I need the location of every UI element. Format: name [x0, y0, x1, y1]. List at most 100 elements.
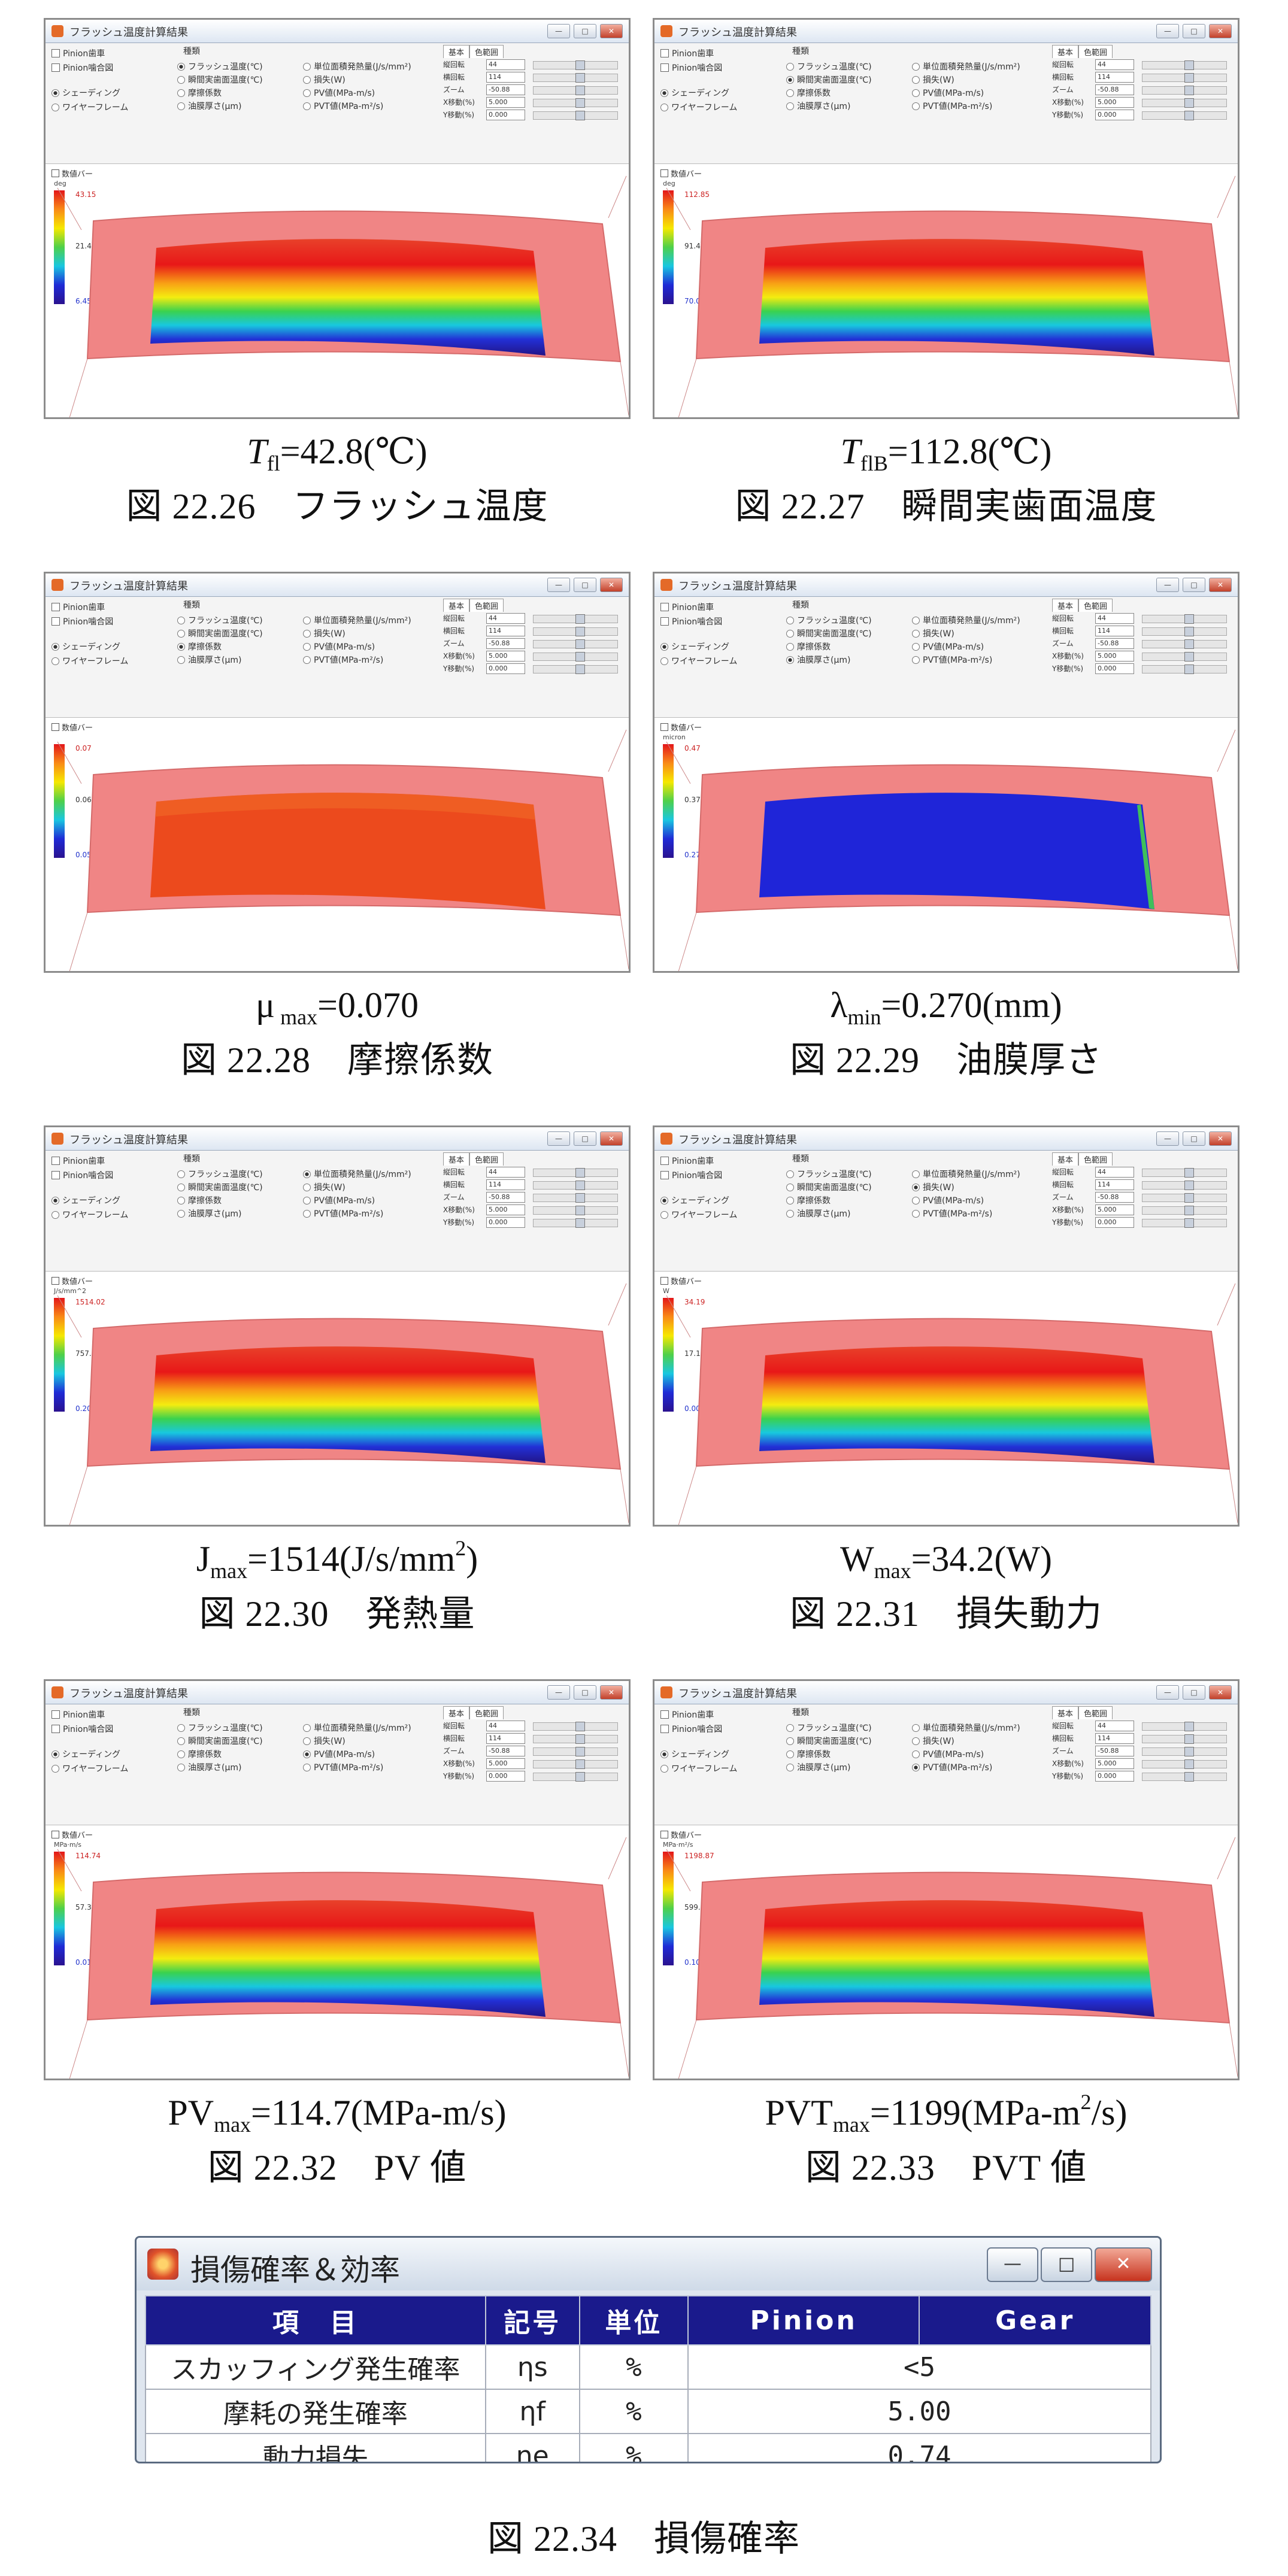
param-slider[interactable] [533, 1193, 618, 1203]
wireframe-radio[interactable]: ワイヤーフレーム [660, 1762, 737, 1774]
param-value-field[interactable]: 44 [486, 613, 525, 624]
shading-radio[interactable]: シェーディング [660, 87, 729, 99]
tab-basic[interactable]: 基本 [1052, 1152, 1079, 1166]
param-slider[interactable] [1142, 652, 1227, 662]
pinion-mesh-checkbox[interactable]: Pinion噛合図 [660, 1169, 722, 1181]
param-value-field[interactable]: 44 [1095, 1721, 1134, 1731]
type-option[interactable]: フラッシュ温度(℃) [786, 1168, 872, 1180]
pinion-gear-checkbox[interactable]: Pinion歯車 [51, 47, 105, 59]
type-option[interactable]: PVT値(MPa-m²/s) [303, 1207, 383, 1219]
type-option[interactable]: 損失(W) [912, 1181, 954, 1193]
pinion-gear-checkbox[interactable]: Pinion歯車 [51, 1709, 105, 1721]
minimize-button[interactable]: — [987, 2247, 1038, 2282]
param-slider[interactable] [533, 111, 618, 120]
pinion-mesh-checkbox[interactable]: Pinion噛合図 [660, 615, 722, 627]
shading-radio[interactable]: シェーディング [660, 1748, 729, 1760]
param-slider[interactable] [1142, 1759, 1227, 1769]
param-value-field[interactable]: 114 [486, 626, 525, 636]
minimize-button[interactable]: — [1156, 578, 1179, 592]
param-slider[interactable] [533, 1218, 618, 1228]
param-value-field[interactable]: 0.000 [1095, 1217, 1134, 1228]
type-option[interactable]: 摩擦係数 [786, 1194, 831, 1206]
type-option[interactable]: 瞬間実歯面温度(℃) [786, 627, 872, 639]
param-slider[interactable] [533, 614, 618, 624]
type-option[interactable]: 摩擦係数 [786, 1748, 831, 1760]
param-slider[interactable] [1142, 1193, 1227, 1203]
maximize-button[interactable]: □ [1041, 2247, 1092, 2282]
wireframe-radio[interactable]: ワイヤーフレーム [51, 655, 128, 667]
param-slider[interactable] [533, 1747, 618, 1756]
type-option[interactable]: 摩擦係数 [177, 87, 222, 99]
minimize-button[interactable]: — [547, 24, 570, 38]
param-slider[interactable] [1142, 614, 1227, 624]
type-option[interactable]: PVT値(MPa-m²/s) [912, 100, 992, 112]
param-slider[interactable] [533, 73, 618, 83]
type-option[interactable]: PV値(MPa-m/s) [303, 1748, 375, 1760]
type-option[interactable]: 瞬間実歯面温度(℃) [177, 1735, 263, 1747]
param-value-field[interactable]: -50.88 [1095, 84, 1134, 95]
param-slider[interactable] [1142, 1772, 1227, 1782]
param-slider[interactable] [533, 627, 618, 636]
param-slider[interactable] [1142, 1722, 1227, 1731]
param-slider[interactable] [1142, 1181, 1227, 1190]
type-option[interactable]: 損失(W) [303, 1735, 346, 1747]
param-value-field[interactable]: 44 [1095, 613, 1134, 624]
type-option[interactable]: PVT値(MPa-m²/s) [912, 1761, 992, 1773]
type-option[interactable]: 瞬間実歯面温度(℃) [786, 1181, 872, 1193]
type-option[interactable]: PV値(MPa-m/s) [912, 1748, 984, 1760]
type-option[interactable]: 単位面積発熱量(J/s/mm²) [303, 60, 411, 72]
type-option[interactable]: 瞬間実歯面温度(℃) [786, 1735, 872, 1747]
pinion-mesh-checkbox[interactable]: Pinion噛合図 [51, 1723, 113, 1735]
param-value-field[interactable]: -50.88 [486, 638, 525, 649]
param-slider[interactable] [533, 1168, 618, 1178]
param-slider[interactable] [533, 1181, 618, 1190]
type-option[interactable]: 単位面積発熱量(J/s/mm²) [912, 60, 1020, 72]
tab-color-range[interactable]: 色範囲 [469, 1706, 504, 1719]
param-value-field[interactable]: 0.000 [486, 110, 525, 120]
type-option[interactable]: 瞬間実歯面温度(℃) [177, 627, 263, 639]
param-value-field[interactable]: 44 [486, 1721, 525, 1731]
tab-color-range[interactable]: 色範囲 [469, 599, 504, 612]
maximize-button[interactable]: □ [1183, 578, 1205, 592]
colorbar-checkbox[interactable]: 数値バー [660, 1275, 702, 1287]
type-option[interactable]: PV値(MPa-m/s) [912, 641, 984, 653]
tab-basic[interactable]: 基本 [1052, 45, 1079, 58]
shading-radio[interactable]: シェーディング [660, 1194, 729, 1206]
type-option[interactable]: 油膜厚さ(μm) [786, 1207, 850, 1219]
tab-basic[interactable]: 基本 [443, 1706, 470, 1719]
type-option[interactable]: 損失(W) [912, 1735, 954, 1747]
type-option[interactable]: フラッシュ温度(℃) [177, 1168, 263, 1180]
maximize-button[interactable]: □ [574, 1685, 596, 1700]
type-option[interactable]: PVT値(MPa-m²/s) [303, 100, 383, 112]
param-value-field[interactable]: 5.000 [486, 1758, 525, 1769]
close-button[interactable]: ✕ [1095, 2247, 1152, 2282]
type-option[interactable]: フラッシュ温度(℃) [177, 60, 263, 72]
pinion-gear-checkbox[interactable]: Pinion歯車 [660, 47, 714, 59]
wireframe-radio[interactable]: ワイヤーフレーム [660, 101, 737, 113]
type-option[interactable]: PVT値(MPa-m²/s) [303, 654, 383, 666]
close-button[interactable]: ✕ [1209, 1131, 1232, 1146]
param-slider[interactable] [1142, 639, 1227, 649]
param-value-field[interactable]: 114 [1095, 626, 1134, 636]
param-slider[interactable] [533, 1734, 618, 1744]
param-value-field[interactable]: 44 [486, 1167, 525, 1178]
minimize-button[interactable]: — [1156, 1131, 1179, 1146]
param-value-field[interactable]: 5.000 [1095, 651, 1134, 662]
tab-basic[interactable]: 基本 [443, 45, 470, 58]
colorbar-checkbox[interactable]: 数値バー [51, 1275, 93, 1287]
type-option[interactable]: 瞬間実歯面温度(℃) [786, 74, 872, 86]
type-option[interactable]: PV値(MPa-m/s) [912, 1194, 984, 1206]
param-value-field[interactable]: -50.88 [1095, 638, 1134, 649]
param-slider[interactable] [533, 1722, 618, 1731]
param-value-field[interactable]: 5.000 [486, 1204, 525, 1215]
param-value-field[interactable]: -50.88 [486, 1192, 525, 1203]
maximize-button[interactable]: □ [1183, 1131, 1205, 1146]
type-option[interactable]: PVT値(MPa-m²/s) [912, 1207, 992, 1219]
shading-radio[interactable]: シェーディング [51, 1748, 120, 1760]
type-option[interactable]: 単位面積発熱量(J/s/mm²) [912, 1722, 1020, 1734]
param-value-field[interactable]: 0.000 [1095, 663, 1134, 674]
type-option[interactable]: PV値(MPa-m/s) [303, 641, 375, 653]
tab-color-range[interactable]: 色範囲 [1078, 1706, 1113, 1719]
param-value-field[interactable]: 114 [1095, 1733, 1134, 1744]
param-value-field[interactable]: 114 [1095, 1179, 1134, 1190]
